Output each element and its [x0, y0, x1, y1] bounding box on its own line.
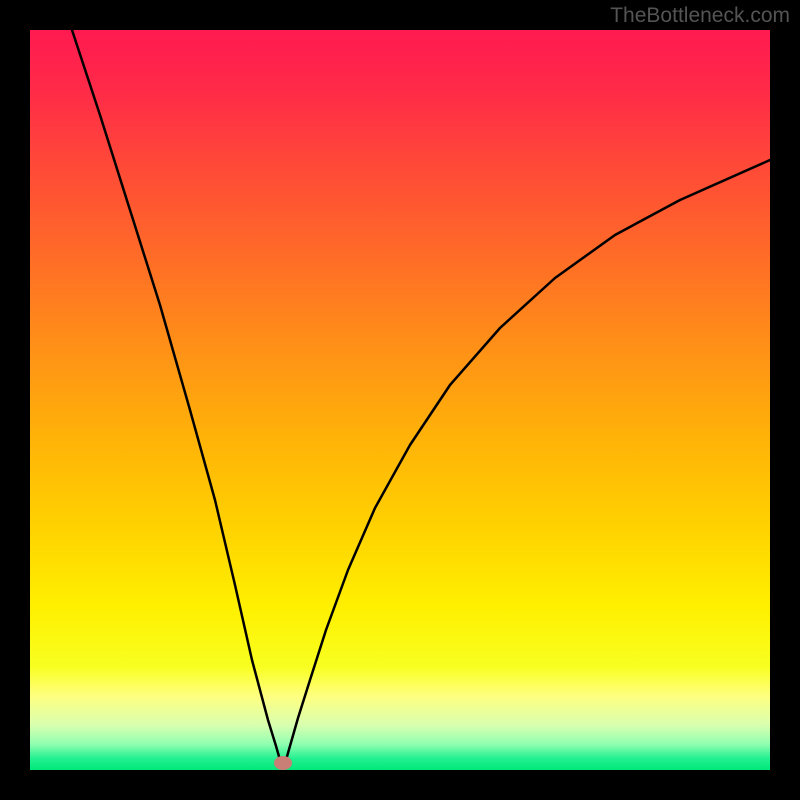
watermark-text: TheBottleneck.com: [610, 4, 790, 28]
min-marker: [274, 756, 292, 770]
bottleneck-curve: [30, 30, 770, 770]
plot-area: [30, 30, 770, 770]
curve-path: [72, 30, 770, 760]
